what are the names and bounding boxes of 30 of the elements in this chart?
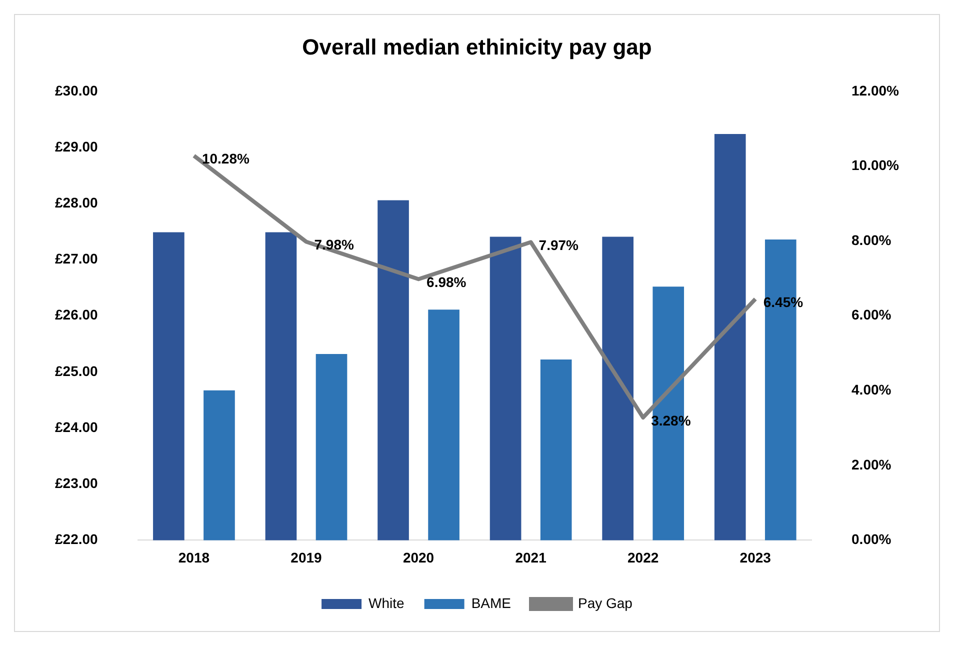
y-tick-label: £26.00 [54,306,98,323]
y2-tick-label: 8.00% [852,232,892,248]
y-tick-label: £25.00 [54,362,98,379]
legend-label: Pay Gap [578,594,633,611]
x-tick-label: 2021 [515,549,547,566]
x-tick-label: 2018 [178,549,210,566]
legend-label: White [368,594,405,611]
y-tick-label: £28.00 [54,194,98,210]
data-label: 10.28% [202,150,250,167]
y2-tick-label: 12.00% [852,82,900,98]
data-label: 7.98% [314,236,354,253]
x-tick-label: 2019 [290,549,322,566]
y-tick-label: £27.00 [54,250,98,267]
y2-tick-label: 6.00% [852,306,892,323]
x-tick-label: 2023 [740,549,772,566]
y-tick-label: £22.00 [54,531,98,548]
data-label: 6.98% [426,274,467,290]
y2-tick-label: 4.00% [852,381,892,398]
x-tick-label: 2020 [402,549,434,566]
y-tick-label: £30.00 [54,82,98,98]
data-label: 7.97% [538,236,580,253]
legend-label: BAME [471,594,512,611]
y2-tick-label: 0.00% [852,531,892,548]
x-tick-label: 2022 [628,549,659,566]
y-tick-label: £23.00 [54,474,98,491]
chart-title: Overall median ethinicity pay gap [302,34,652,60]
y-tick-label: £29.00 [54,138,98,154]
y2-tick-label: 2.00% [852,456,892,472]
y2-tick-label: 10.00% [852,157,900,174]
y-tick-label: £24.00 [54,418,98,435]
